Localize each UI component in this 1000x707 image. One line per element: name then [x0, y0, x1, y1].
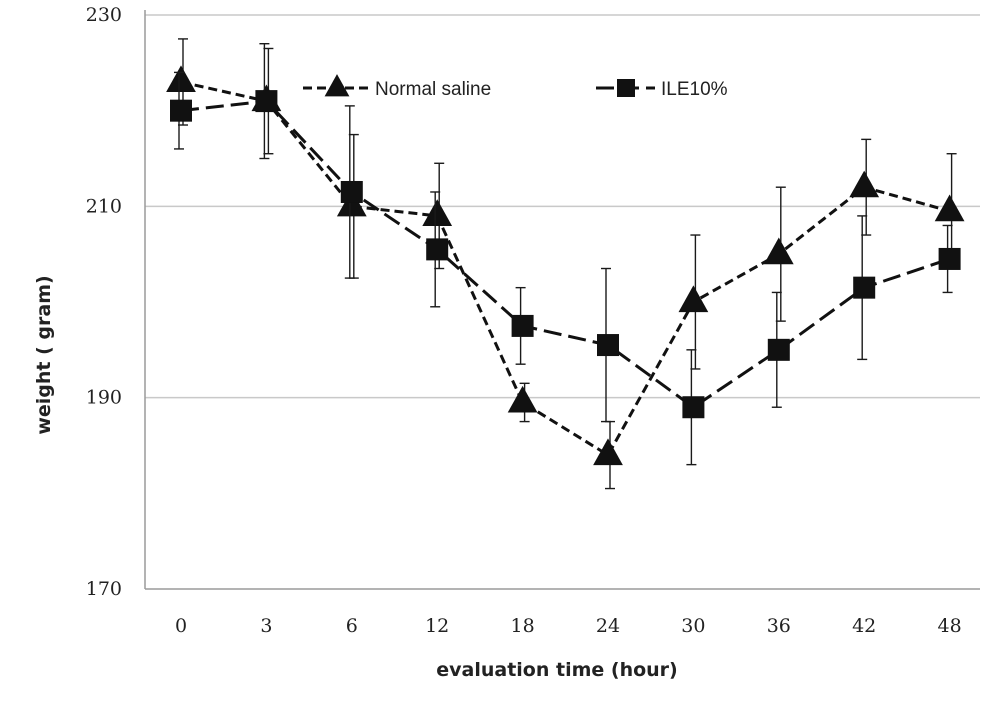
- data-point-2-9: [938, 247, 961, 270]
- x-tick-label-6: 6: [346, 615, 358, 637]
- legend-label-2: ILE10%: [661, 79, 728, 100]
- data-point-2-2: [340, 180, 363, 203]
- data-point-1-4: [507, 385, 538, 413]
- x-tick-label-12: 12: [425, 615, 449, 637]
- x-tick-label-24: 24: [596, 615, 620, 637]
- data-point-2-7: [767, 338, 790, 361]
- data-point-1-0: [166, 65, 196, 93]
- data-point-2-6: [682, 396, 705, 419]
- x-tick-label-36: 36: [767, 615, 791, 637]
- x-tick-label-18: 18: [511, 615, 535, 637]
- x-tick-label-42: 42: [852, 615, 876, 637]
- y-tick-label-170: 170: [86, 578, 122, 600]
- data-point-1-7: [763, 237, 794, 265]
- data-point-1-8: [849, 170, 880, 198]
- data-point-1-3: [422, 199, 453, 226]
- legend: Normal saline ILE10%: [303, 74, 728, 100]
- y-axis-title: weight ( gram): [33, 275, 55, 434]
- data-point-2-1: [255, 90, 278, 113]
- legend-marker-2: [617, 79, 635, 97]
- y-tick-label-210: 210: [86, 195, 122, 217]
- x-tick-label-0: 0: [175, 615, 187, 637]
- data-point-2-3: [426, 238, 449, 261]
- data-point-1-9: [934, 194, 965, 222]
- data-point-1-2: [336, 189, 367, 217]
- data-point-2-5: [597, 334, 619, 357]
- y-tick-label-190: 190: [86, 387, 122, 409]
- data-point-1-6: [678, 285, 709, 313]
- gridlines: [145, 14, 980, 399]
- x-axis-title: evaluation time (hour): [436, 659, 677, 681]
- data-point-1-5: [593, 438, 623, 466]
- data-point-2-0: [170, 99, 192, 122]
- x-tick-label-48: 48: [938, 615, 962, 637]
- data-point-2-4: [511, 314, 534, 337]
- series-line-1: [180, 80, 951, 458]
- legend-label-1: Normal saline: [375, 79, 491, 100]
- y-tick-label-230: 230: [86, 4, 122, 26]
- series-line-2: [180, 99, 951, 410]
- series-2: [170, 43, 961, 466]
- legend-marker-1: [324, 74, 350, 97]
- data-point-2-8: [853, 276, 876, 299]
- series-layer: [166, 38, 965, 490]
- x-tick-label-3: 3: [260, 615, 272, 637]
- x-tick-label-30: 30: [681, 615, 705, 637]
